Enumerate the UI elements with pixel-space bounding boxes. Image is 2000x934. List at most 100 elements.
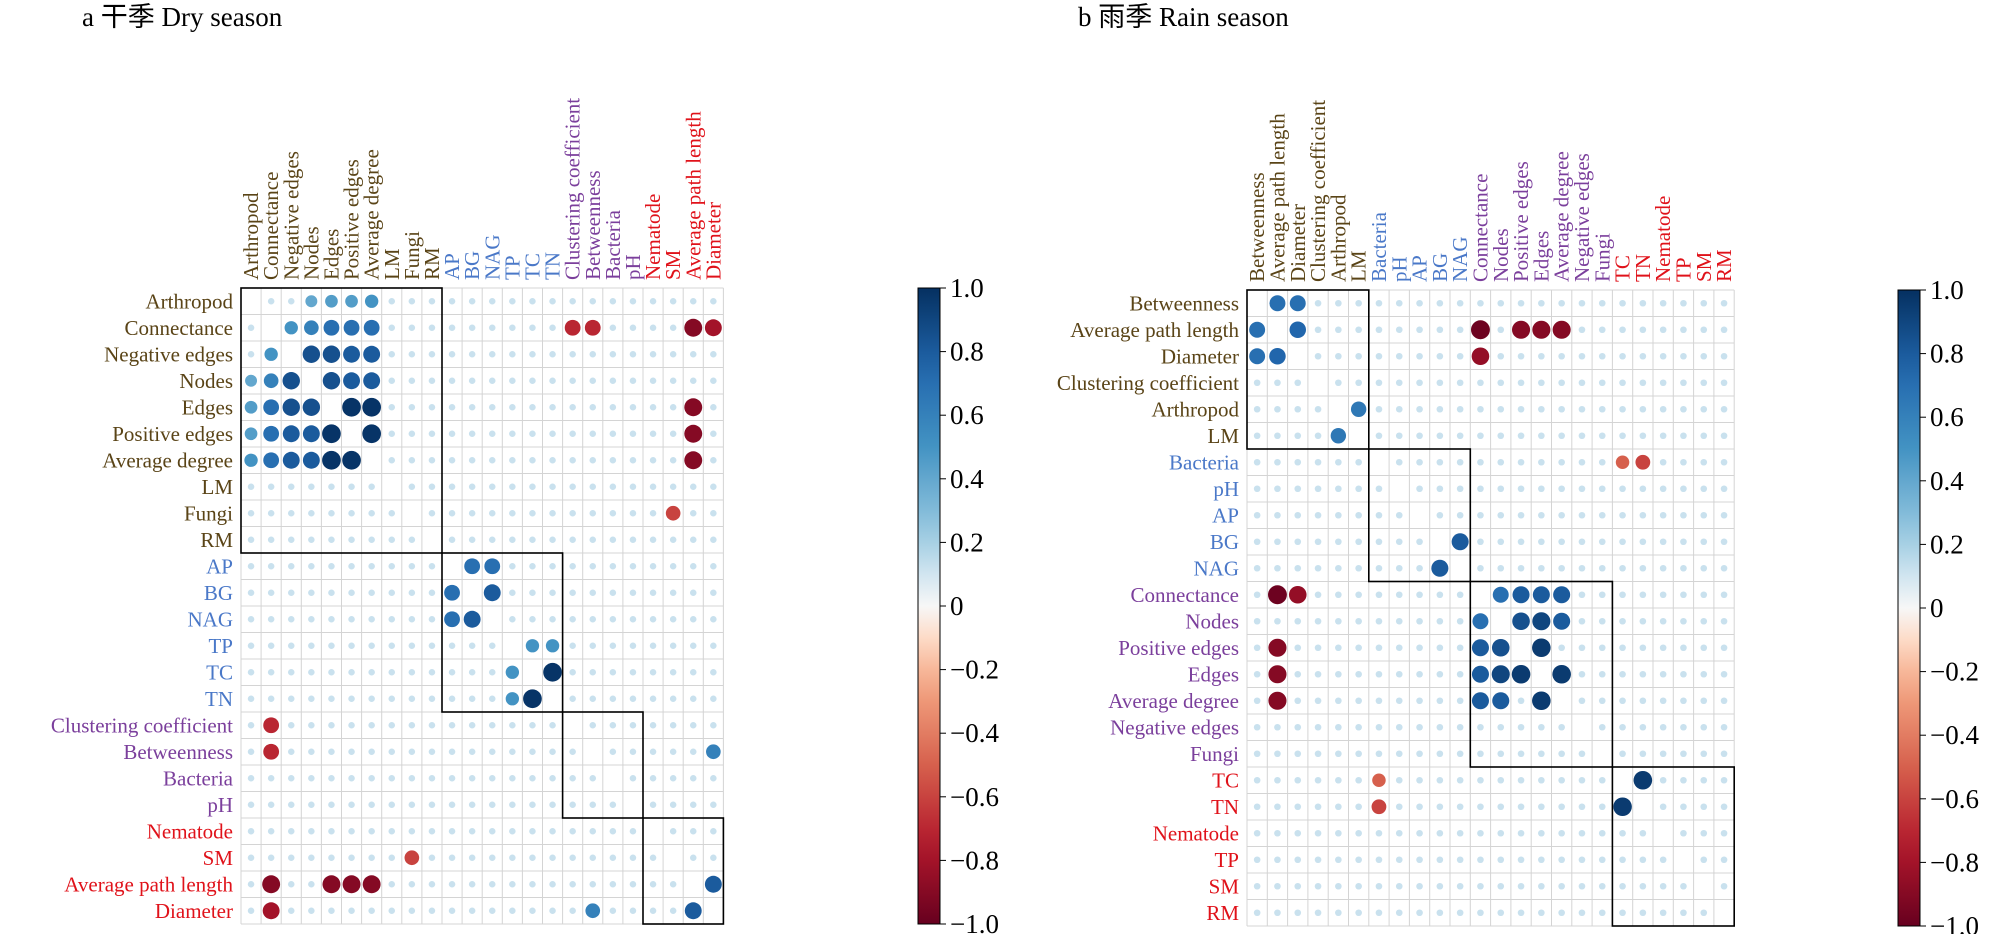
correlation-circle: [1355, 829, 1362, 837]
correlation-circle: [629, 483, 637, 491]
correlation-circle: [448, 854, 456, 862]
correlation-circle: [649, 377, 657, 385]
correlation-circle: [287, 509, 295, 517]
correlation-circle: [1477, 538, 1484, 546]
correlation-circle: [308, 668, 315, 676]
correlation-circle: [282, 425, 300, 443]
correlation-circle: [1355, 326, 1362, 334]
correlation-circle: [1613, 797, 1632, 817]
correlation-circle: [1635, 454, 1651, 470]
correlation-circle: [1578, 909, 1586, 917]
correlation-circle: [343, 345, 360, 363]
correlation-circle: [649, 403, 657, 411]
correlation-circle: [509, 377, 516, 385]
row-label: Nematode: [147, 819, 233, 843]
correlation-circle: [1335, 299, 1342, 307]
correlation-circle: [1274, 511, 1281, 519]
correlation-circle: [1456, 405, 1464, 413]
correlation-circle: [629, 668, 637, 676]
correlation-circle: [1598, 352, 1606, 360]
correlation-circle: [585, 903, 601, 919]
heatmap-grid: [1246, 289, 1735, 927]
correlation-circle: [1700, 379, 1708, 387]
correlation-circle: [448, 536, 456, 544]
correlation-circle: [629, 615, 637, 623]
correlation-circle: [428, 880, 436, 888]
column-label: Arthropod: [239, 192, 263, 280]
correlation-circle: [649, 642, 657, 650]
correlation-circle: [1517, 432, 1525, 440]
correlation-circle: [649, 880, 657, 888]
colorbar-tick-label: 0.2: [1930, 529, 1964, 559]
correlation-circle: [1720, 670, 1728, 678]
correlation-circle: [629, 907, 637, 915]
correlation-circle: [1497, 326, 1505, 334]
correlation-circle: [1598, 432, 1606, 440]
correlation-circle: [267, 509, 275, 517]
correlation-circle: [1720, 856, 1728, 864]
correlation-circle: [245, 374, 258, 387]
correlation-circle: [388, 854, 396, 862]
correlation-circle: [1355, 591, 1362, 599]
correlation-circle: [1375, 538, 1383, 546]
correlation-circle: [1598, 485, 1606, 493]
correlation-circle: [669, 880, 677, 888]
correlation-circle: [569, 907, 576, 915]
correlation-circle: [710, 562, 717, 570]
correlation-circle: [1274, 405, 1281, 413]
cluster-box: [1611, 766, 1736, 927]
correlation-circle: [348, 562, 355, 570]
correlation-circle: [1274, 803, 1281, 811]
correlation-circle: [1552, 664, 1571, 684]
correlation-circle: [1700, 511, 1708, 519]
correlation-circle: [328, 536, 335, 544]
correlation-circle: [348, 615, 355, 623]
correlation-circle: [1578, 856, 1586, 864]
correlation-circle: [1294, 829, 1302, 837]
correlation-circle: [589, 642, 597, 650]
correlation-circle: [629, 377, 637, 385]
row-label: AP: [206, 554, 233, 578]
correlation-circle: [1471, 639, 1489, 657]
correlation-circle: [1538, 564, 1545, 572]
correlation-circle: [302, 451, 320, 469]
correlation-circle: [1680, 697, 1687, 705]
correlation-circle: [1335, 644, 1342, 652]
correlation-circle: [569, 827, 576, 835]
correlation-circle: [1314, 856, 1322, 864]
correlation-circle: [408, 801, 416, 809]
correlation-circle: [609, 589, 617, 597]
correlation-circle: [609, 324, 617, 332]
correlation-circle: [247, 668, 255, 676]
correlation-circle: [308, 695, 315, 703]
correlation-circle: [1598, 776, 1606, 784]
correlation-circle: [1477, 723, 1484, 731]
correlation-circle: [1517, 299, 1525, 307]
correlation-circle: [448, 721, 456, 729]
correlation-circle: [408, 907, 416, 915]
correlation-circle: [1355, 750, 1362, 758]
correlation-circle: [1355, 909, 1362, 917]
correlation-circle: [1639, 723, 1647, 731]
correlation-circle: [710, 774, 717, 782]
correlation-circle: [1268, 691, 1287, 710]
correlation-circle: [1680, 432, 1687, 440]
correlation-circle: [247, 748, 255, 756]
correlation-circle: [1497, 750, 1505, 758]
correlation-circle: [244, 453, 258, 467]
correlation-circle: [1558, 299, 1565, 307]
row-label: Betweenness: [1129, 291, 1239, 315]
correlation-circle: [1680, 670, 1687, 678]
correlation-circle: [1720, 485, 1728, 493]
colorbar-tick-label: −0.8: [950, 845, 999, 875]
correlation-circle: [348, 801, 355, 809]
correlation-circle: [589, 403, 597, 411]
correlation-circle: [428, 403, 436, 411]
correlation-circle: [1436, 432, 1444, 440]
correlation-circle: [529, 721, 536, 729]
correlation-circle: [589, 774, 597, 782]
correlation-circle: [1497, 432, 1505, 440]
correlation-circle: [1615, 455, 1630, 469]
correlation-circle: [468, 801, 476, 809]
correlation-circle: [1639, 882, 1647, 890]
